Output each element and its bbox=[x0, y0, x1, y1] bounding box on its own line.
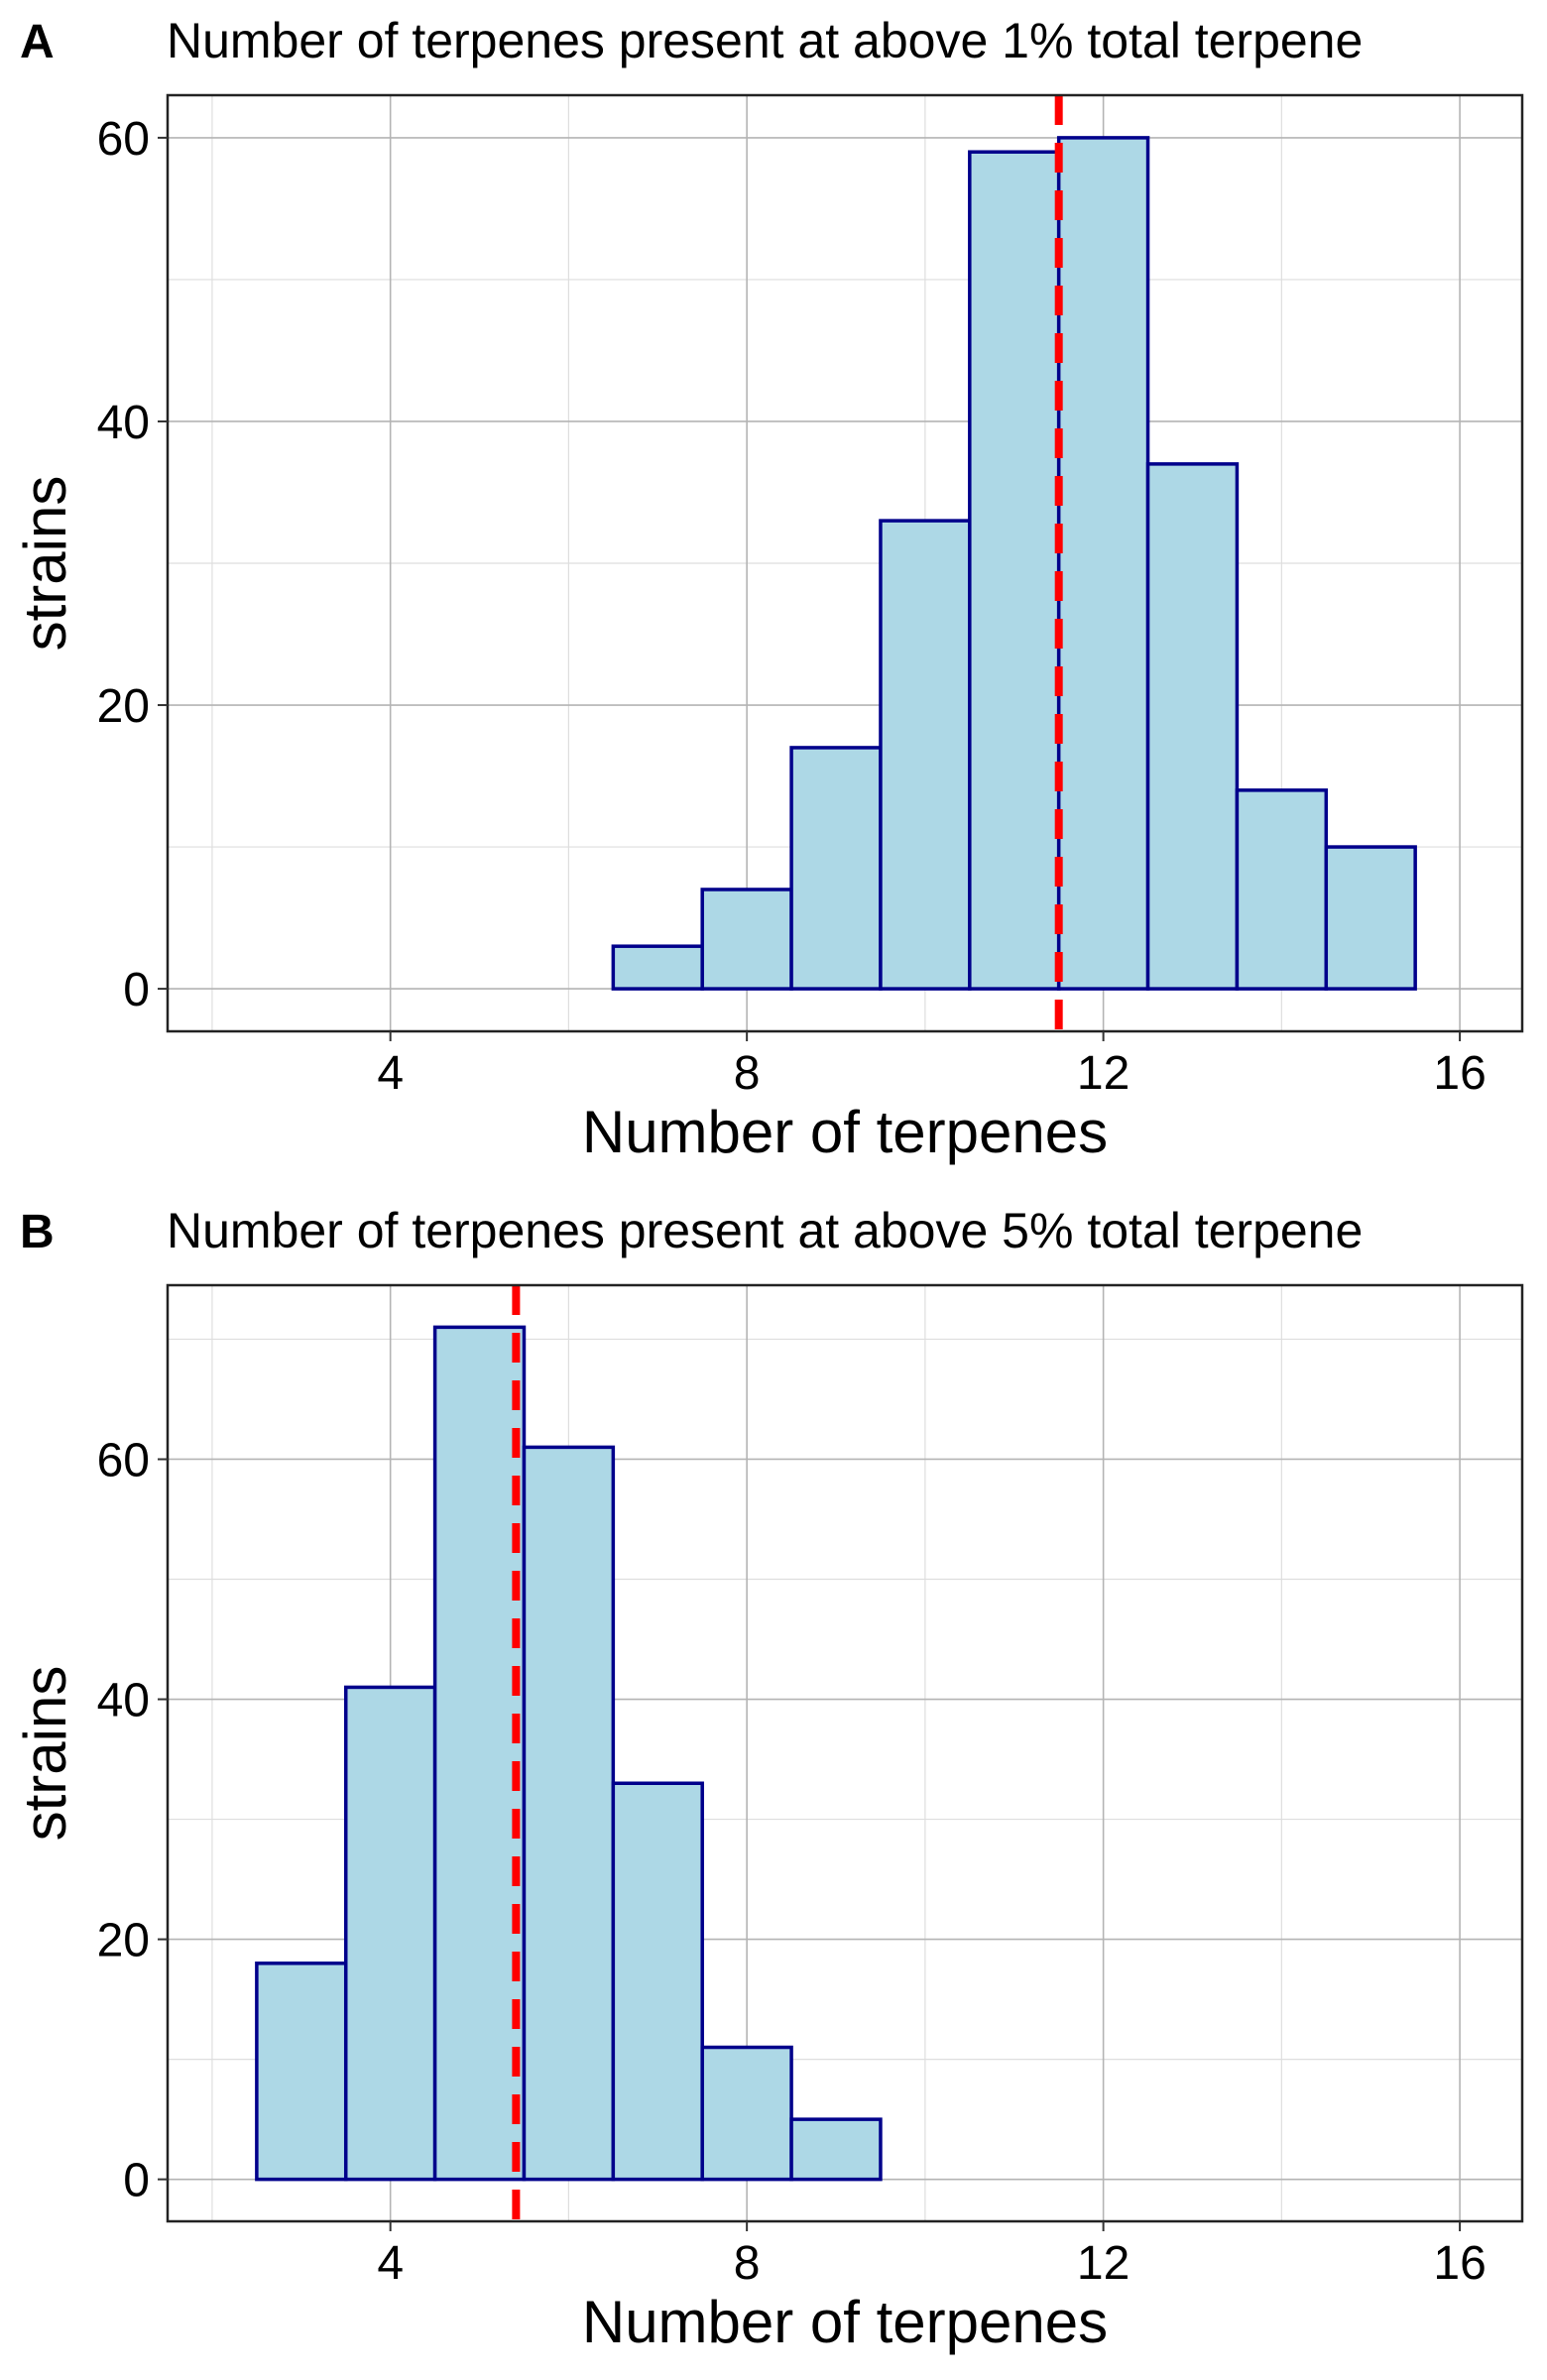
panel-b: B Number of terpenes present at above 5%… bbox=[12, 1203, 1524, 2355]
y-tick-label: 60 bbox=[97, 113, 150, 166]
histogram-bar bbox=[789, 746, 883, 991]
histogram-bar bbox=[522, 1445, 616, 2182]
y-tick-label: 0 bbox=[123, 2155, 150, 2207]
y-tick-label: 20 bbox=[97, 680, 150, 733]
x-tick-label: 4 bbox=[377, 2237, 404, 2290]
panel-a: A Number of terpenes present at above 1%… bbox=[12, 13, 1524, 1165]
plot-border bbox=[166, 1283, 1524, 2223]
y-tick-label: 20 bbox=[97, 1915, 150, 1967]
histogram-bar bbox=[968, 150, 1061, 991]
panel-label: B bbox=[20, 1206, 55, 1258]
plot-border bbox=[166, 93, 1524, 1033]
x-axis-title: Number of terpenes bbox=[582, 1099, 1108, 1165]
histogram-bar bbox=[1324, 845, 1417, 991]
y-axis-ticks: 0 20 40 60 bbox=[97, 113, 168, 1016]
x-tick-label: 16 bbox=[1433, 2237, 1486, 2290]
histogram-bar bbox=[1145, 462, 1240, 991]
histogram-bar bbox=[255, 1962, 348, 2182]
x-tick-label: 16 bbox=[1433, 1047, 1486, 1100]
y-axis-title: strains bbox=[12, 476, 78, 652]
histogram-bar bbox=[700, 2045, 793, 2182]
x-tick-label: 12 bbox=[1077, 2237, 1130, 2290]
x-tick-label: 12 bbox=[1077, 1047, 1130, 1100]
histogram-bars bbox=[255, 1325, 883, 2182]
y-tick-label: 40 bbox=[97, 1675, 150, 1727]
histogram-bar bbox=[343, 1685, 437, 2182]
y-tick-label: 0 bbox=[123, 964, 150, 1016]
histogram-bar bbox=[1056, 136, 1150, 991]
y-axis-title: strains bbox=[12, 1666, 78, 1842]
y-tick-label: 60 bbox=[97, 1434, 150, 1487]
y-tick-label: 40 bbox=[97, 397, 150, 449]
histogram-bar bbox=[1235, 788, 1329, 991]
chart-title: Number of terpenes present at above 5% t… bbox=[167, 1203, 1363, 1258]
x-axis-ticks: 4 8 12 16 bbox=[377, 1031, 1487, 1100]
histogram-bar bbox=[611, 1781, 704, 2182]
histogram-bars bbox=[611, 136, 1417, 991]
chart-title: Number of terpenes present at above 1% t… bbox=[167, 13, 1363, 68]
histogram-bar bbox=[789, 2117, 883, 2182]
x-axis-ticks: 4 8 12 16 bbox=[377, 2221, 1487, 2290]
panel-label: A bbox=[20, 16, 55, 68]
x-tick-label: 8 bbox=[734, 2237, 761, 2290]
histogram-bar bbox=[700, 888, 793, 991]
x-axis-title: Number of terpenes bbox=[582, 2289, 1108, 2355]
histogram-bar bbox=[879, 519, 972, 991]
histogram-bar bbox=[611, 944, 704, 991]
x-tick-label: 4 bbox=[377, 1047, 404, 1100]
histogram-bar bbox=[432, 1325, 527, 2182]
y-axis-ticks: 0 20 40 60 bbox=[97, 1434, 168, 2207]
x-tick-label: 8 bbox=[734, 1047, 761, 1100]
